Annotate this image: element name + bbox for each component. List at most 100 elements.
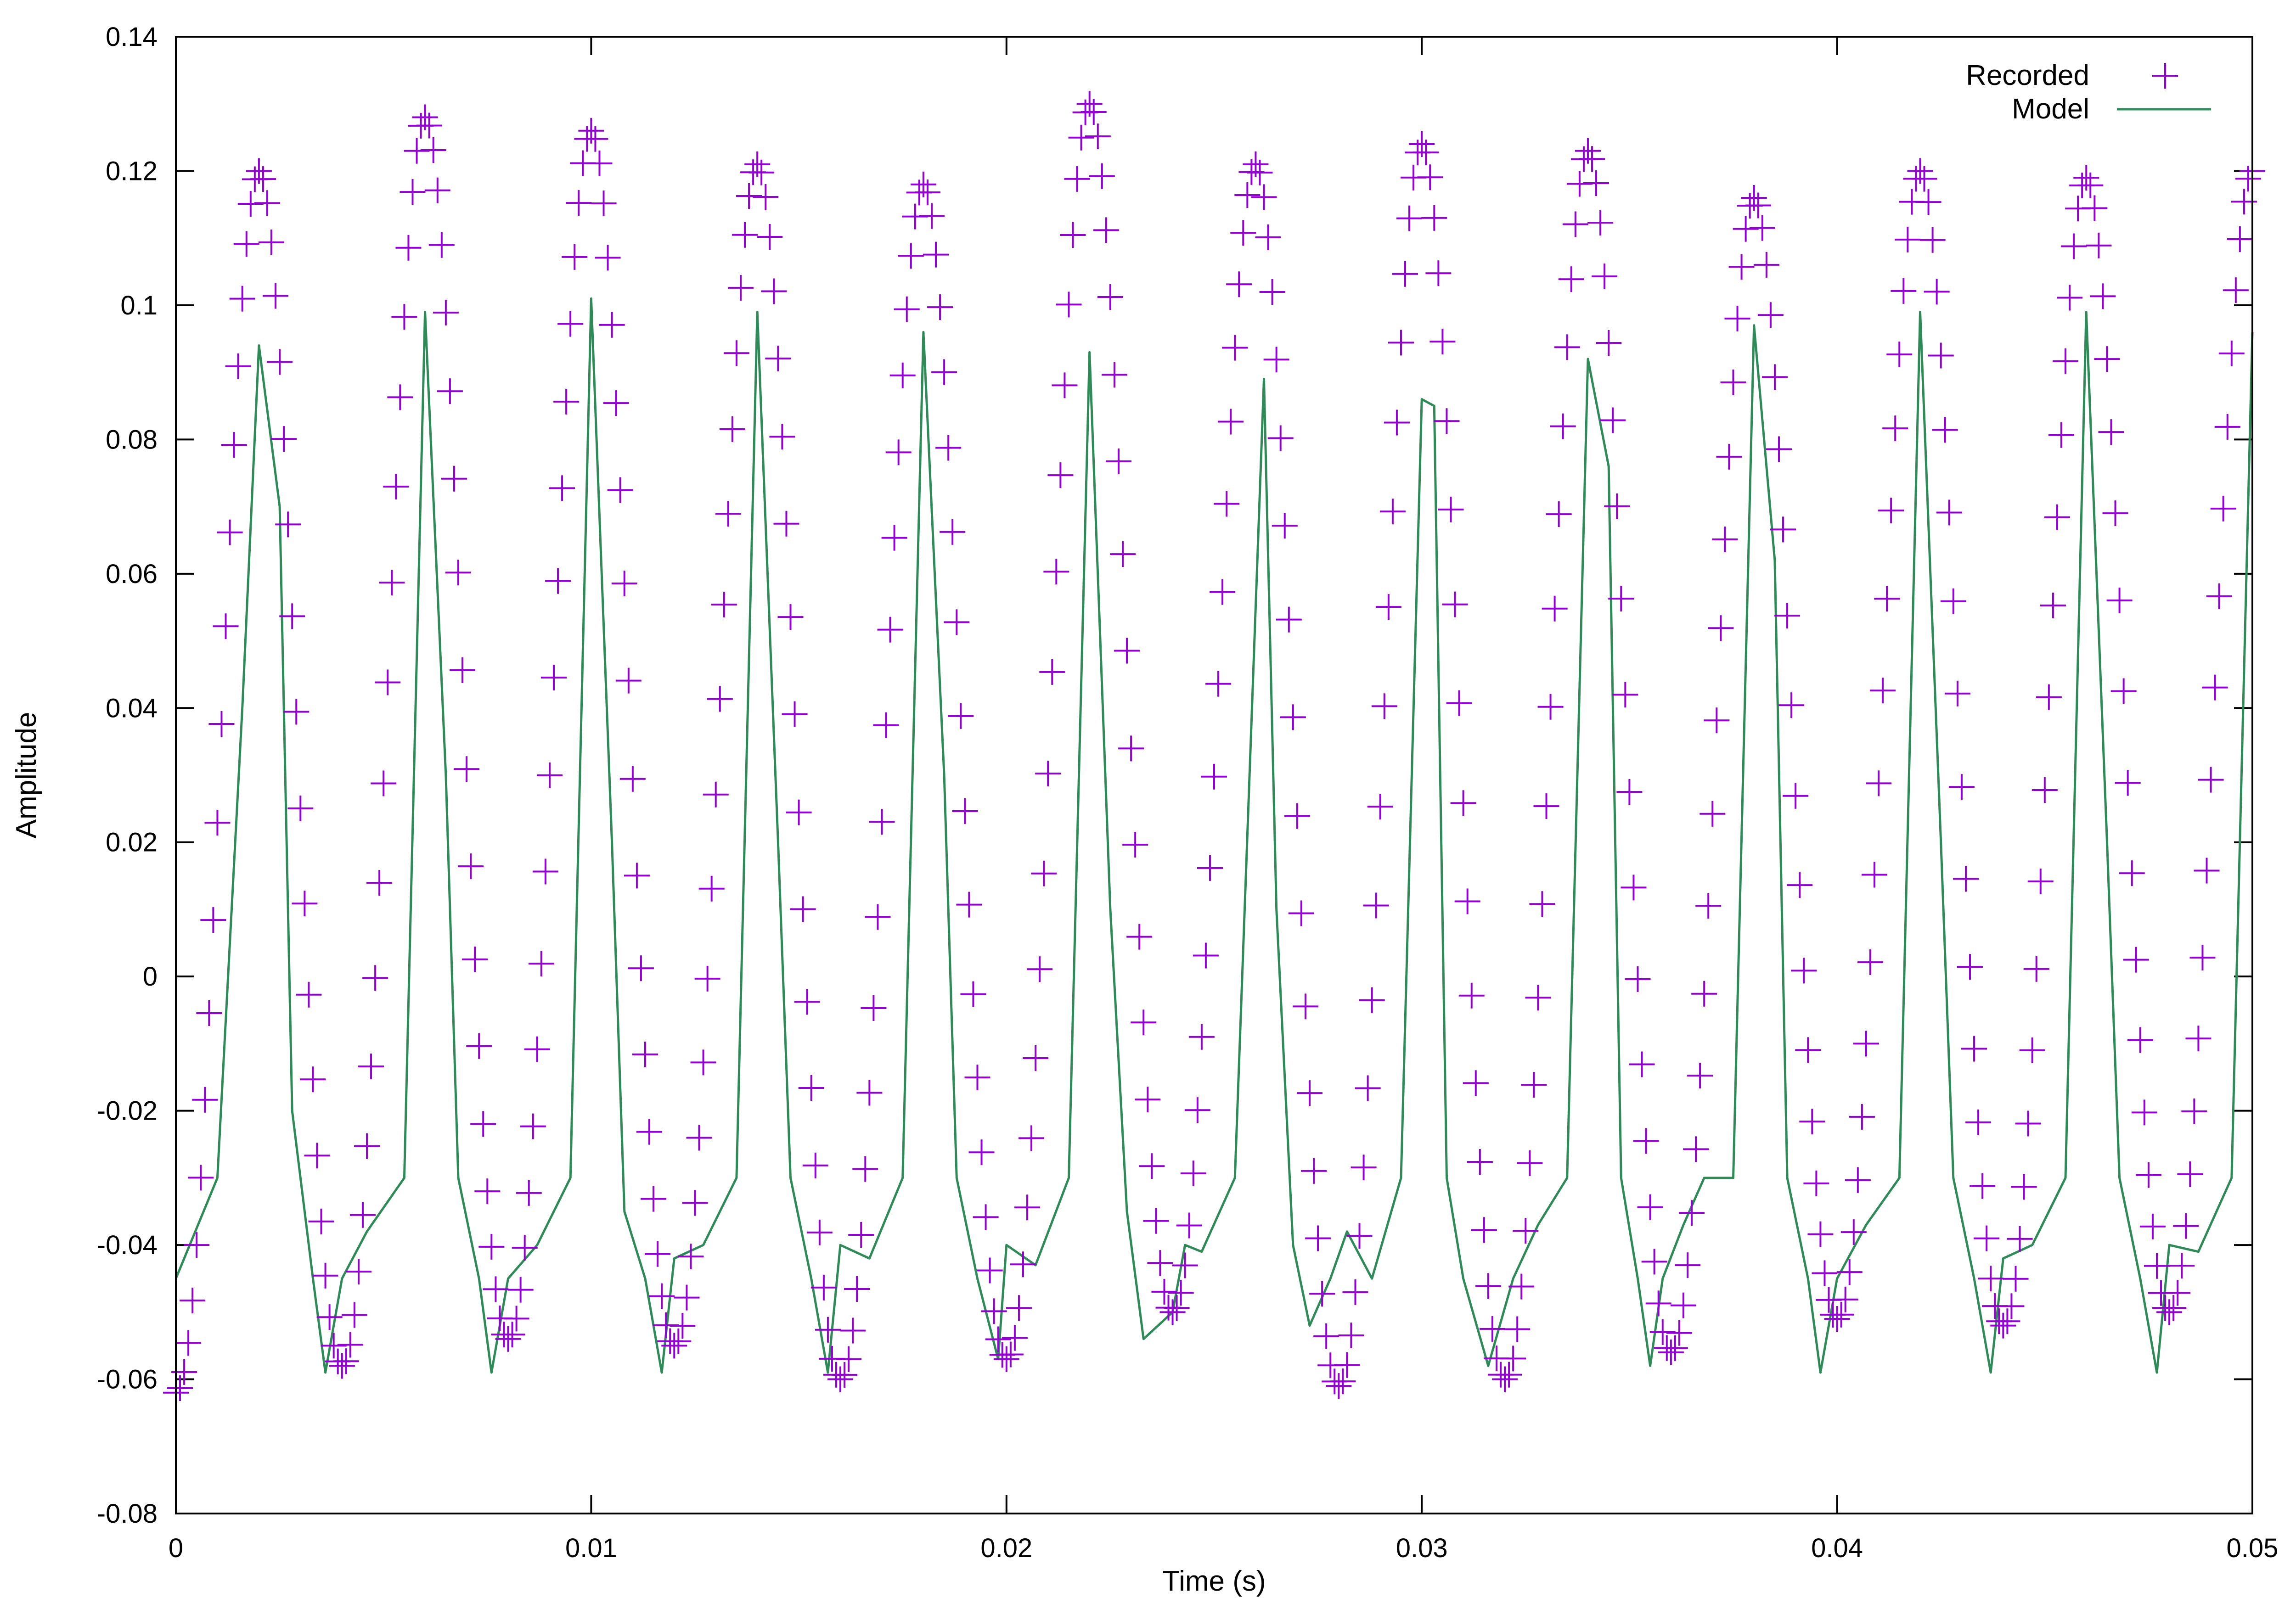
recorded-point bbox=[832, 1362, 858, 1388]
recorded-point bbox=[2223, 277, 2249, 303]
recorded-point bbox=[1683, 1136, 1709, 1162]
recorded-point bbox=[1135, 1087, 1161, 1113]
recorded-point bbox=[1974, 1225, 2000, 1251]
recorded-point bbox=[316, 1304, 343, 1330]
recorded-point bbox=[619, 766, 646, 792]
recorded-point bbox=[437, 378, 463, 404]
y-tick-label: 0.08 bbox=[106, 425, 158, 454]
recorded-point bbox=[765, 345, 791, 371]
recorded-point bbox=[424, 177, 450, 203]
y-tick-label: 0.1 bbox=[120, 291, 158, 320]
recorded-point bbox=[1558, 266, 1584, 292]
recorded-point bbox=[1010, 1251, 1036, 1278]
recorded-point bbox=[1330, 1368, 1356, 1395]
recorded-point bbox=[682, 1190, 708, 1216]
recorded-point bbox=[1978, 1266, 2004, 1292]
recorded-point bbox=[354, 1133, 380, 1159]
recorded-point bbox=[267, 349, 293, 375]
recorded-point bbox=[1849, 1104, 1875, 1130]
recorded-point bbox=[2214, 414, 2240, 440]
recorded-point bbox=[200, 907, 226, 933]
recorded-point bbox=[233, 231, 259, 257]
recorded-point bbox=[2032, 777, 2058, 803]
recorded-point bbox=[341, 1302, 367, 1328]
recorded-point bbox=[686, 1125, 712, 1151]
recorded-point bbox=[2161, 1295, 2187, 1321]
recorded-point bbox=[1159, 1299, 1186, 1325]
recorded-point bbox=[208, 711, 235, 737]
recorded-point bbox=[1699, 801, 1726, 827]
y-tick-label: -0.04 bbox=[97, 1230, 158, 1260]
recorded-point bbox=[690, 1049, 716, 1076]
recorded-point bbox=[204, 810, 231, 836]
recorded-point bbox=[1085, 123, 1111, 149]
recorded-point bbox=[1741, 185, 1767, 211]
recorded-point bbox=[944, 609, 970, 635]
recorded-point bbox=[1891, 278, 1917, 304]
recorded-point bbox=[217, 519, 243, 545]
recorded-point bbox=[1836, 1259, 1863, 1285]
recorded-point bbox=[973, 1204, 999, 1230]
recorded-point bbox=[271, 426, 297, 452]
recorded-point bbox=[2131, 1099, 2157, 1126]
recorded-point bbox=[1184, 1097, 1210, 1123]
recorded-point bbox=[1704, 707, 1730, 734]
recorded-point bbox=[1122, 831, 1148, 858]
recorded-point bbox=[1151, 1278, 1177, 1305]
legend: Recorded Model bbox=[1966, 60, 2211, 125]
recorded-point bbox=[2048, 422, 2074, 448]
recorded-point bbox=[349, 1202, 376, 1228]
recorded-point bbox=[1587, 210, 1614, 236]
recorded-point bbox=[462, 947, 488, 973]
recorded-point bbox=[549, 475, 575, 501]
recorded-point bbox=[1338, 1322, 1364, 1348]
recorded-point bbox=[1359, 987, 1385, 1013]
recorded-point bbox=[1521, 1071, 1547, 1098]
recorded-point bbox=[2057, 285, 2083, 311]
recorded-point bbox=[852, 1156, 878, 1182]
recorded-point bbox=[777, 604, 804, 630]
recorded-point bbox=[450, 657, 476, 684]
recorded-point bbox=[1371, 693, 1397, 719]
recorded-point bbox=[698, 875, 725, 902]
recorded-point bbox=[1990, 1312, 2016, 1339]
y-tick-label: 0.04 bbox=[106, 693, 158, 723]
recorded-point bbox=[1720, 370, 1746, 396]
recorded-point bbox=[1621, 875, 1647, 901]
y-tick-label: -0.06 bbox=[97, 1365, 158, 1395]
recorded-point bbox=[225, 353, 251, 379]
recorded-point bbox=[628, 955, 654, 981]
recorded-point bbox=[1919, 227, 1946, 253]
recorded-point bbox=[433, 299, 459, 325]
recorded-point bbox=[678, 1244, 704, 1270]
series-layer bbox=[163, 91, 2265, 1406]
recorded-point bbox=[1878, 498, 1904, 524]
recorded-point bbox=[586, 150, 613, 176]
recorded-point bbox=[1932, 417, 1958, 443]
recorded-point bbox=[1093, 217, 1119, 243]
recorded-point bbox=[2135, 1162, 2161, 1188]
recorded-point bbox=[1857, 949, 1883, 975]
recorded-point bbox=[611, 571, 637, 597]
recorded-point bbox=[1193, 942, 1219, 969]
recorded-point bbox=[383, 474, 409, 500]
recorded-point bbox=[495, 1326, 521, 1352]
recorded-point bbox=[1840, 1219, 1867, 1245]
recorded-point bbox=[2040, 592, 2066, 618]
recorded-point bbox=[1313, 1323, 1339, 1349]
recorded-point bbox=[1724, 305, 1750, 331]
recorded-point bbox=[2177, 1161, 2203, 1187]
recorded-point bbox=[865, 904, 891, 930]
recorded-point bbox=[2210, 495, 2236, 521]
recorded-point bbox=[1895, 226, 1921, 252]
recorded-point bbox=[641, 1186, 667, 1212]
recorded-point bbox=[1388, 330, 1414, 356]
recorded-point bbox=[1379, 499, 1406, 525]
recorded-point bbox=[815, 1317, 841, 1343]
y-axis-title: Amplitude bbox=[11, 712, 42, 839]
recorded-point bbox=[1367, 794, 1393, 820]
recorded-point bbox=[1147, 1250, 1173, 1276]
recorded-point bbox=[615, 667, 642, 694]
recorded-point bbox=[927, 294, 953, 320]
